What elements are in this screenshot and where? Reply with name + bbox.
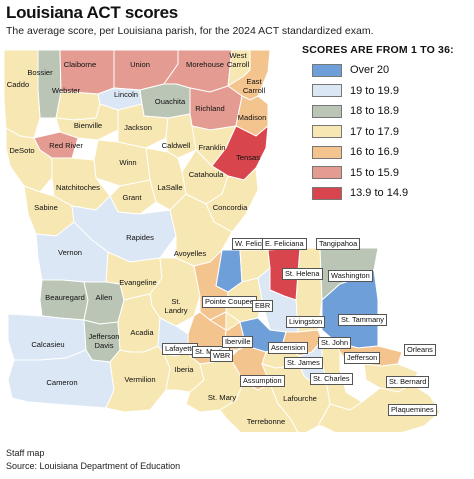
legend-item: 17 to 17.9 <box>312 122 458 143</box>
parish-label: Franklin <box>198 143 225 152</box>
parish-label: Morehouse <box>186 60 224 69</box>
map-subtitle: The average score, per Louisiana parish,… <box>6 25 374 37</box>
parish-label: Claiborne <box>64 60 97 69</box>
parish-shape <box>225 311 241 331</box>
parish-label: Bossier <box>27 68 53 77</box>
parish-label: Lafourche <box>283 394 317 403</box>
parish-callout-label: WBR <box>210 350 234 362</box>
parish-label: Evangeline <box>119 278 157 287</box>
parish-label: Terrebonne <box>247 417 285 426</box>
parish-callout-label: St. John <box>318 337 352 349</box>
parish-label: Caldwell <box>162 141 191 150</box>
parish-callout-label: E. Feliciana <box>262 238 307 250</box>
parish-label: Jefferson Davis <box>88 332 119 350</box>
legend-label: 19 to 19.9 <box>350 84 399 97</box>
parish-callout-label: Pointe Coupee <box>202 296 257 308</box>
legend-item: 13.9 to 14.9 <box>312 183 458 204</box>
parish-callout-label: Ascension <box>268 342 309 354</box>
parish-callout-label: St. Helena <box>282 268 323 280</box>
parish-label: Catahoula <box>189 170 224 179</box>
parish-callout-label: Jefferson <box>344 352 381 364</box>
parish-label: Vernon <box>58 248 82 257</box>
parish-callout-label: St. Bernard <box>386 376 430 388</box>
credit-line: Staff map <box>6 448 45 458</box>
parish-label: St. Mary <box>208 393 236 402</box>
legend-title: SCORES ARE FROM 1 TO 36: <box>302 44 454 56</box>
legend-label: 13.9 to 14.9 <box>350 187 409 200</box>
parish-label: Allen <box>96 293 113 302</box>
parish-label: Grant <box>123 193 143 202</box>
parish-callout-label: Iberville <box>222 336 254 348</box>
parish-label: Rapides <box>126 233 154 242</box>
legend-label: 17 to 17.9 <box>350 125 399 138</box>
legend-item: 16 to 16.9 <box>312 142 458 163</box>
parish-label: West Carroll <box>227 51 250 69</box>
parish-label: Avoyelles <box>174 249 207 258</box>
parish-callout-label: EBR <box>252 300 274 312</box>
parish-label: Bienville <box>74 121 102 130</box>
legend-label: 15 to 15.9 <box>350 166 399 179</box>
parish-label: Winn <box>119 158 136 167</box>
parish-label: Madison <box>238 113 267 122</box>
parish-label: Iberia <box>175 365 195 374</box>
parish-shape <box>83 281 125 325</box>
parish-label: LaSalle <box>157 183 182 192</box>
parish-label: Beauregard <box>45 293 85 302</box>
parish-label: Cameron <box>46 378 77 387</box>
legend-swatch <box>312 84 342 98</box>
parish-callout-label: Livingston <box>286 316 326 328</box>
legend-swatch <box>312 186 342 200</box>
parish-label: Concordia <box>213 203 248 212</box>
legend-label: Over 20 <box>350 64 390 77</box>
legend-label: 18 to 18.9 <box>350 105 399 118</box>
legend-item: 19 to 19.9 <box>312 81 458 102</box>
parish-label: Vermilion <box>124 375 155 384</box>
source-line: Source: Louisiana Department of Educatio… <box>6 461 181 471</box>
parish-label: Union <box>130 60 150 69</box>
legend-swatch <box>312 166 342 180</box>
legend-swatch <box>312 145 342 159</box>
parish-callout-label: Plaquemines <box>388 404 437 416</box>
parish-label: Jackson <box>124 123 152 132</box>
parish-callout-label: St. Tammany <box>338 314 387 326</box>
parish-label: St. Landry <box>164 297 187 315</box>
parish-shape <box>55 91 101 121</box>
parish-label: Webster <box>52 86 81 95</box>
parish-label: Richland <box>195 104 225 113</box>
legend-swatch <box>312 125 342 139</box>
parish-callout-label: St. James <box>284 357 323 369</box>
parish-shape <box>7 313 87 361</box>
parish-label: DeSoto <box>9 146 34 155</box>
parish-shape <box>3 49 41 139</box>
parish-callout-label: Tangipahoa <box>316 238 361 250</box>
parish-label: Sabine <box>34 203 58 212</box>
parish-label: Caddo <box>7 80 29 89</box>
parish-callout-label: St. Charles <box>310 373 353 385</box>
parish-label: Lincoln <box>114 90 138 99</box>
parish-label: Tensas <box>236 153 260 162</box>
legend-label: 16 to 16.9 <box>350 146 399 159</box>
parish-label: Natchitoches <box>56 183 100 192</box>
legend-item: Over 20 <box>312 60 458 81</box>
parish-callout-label: Washington <box>328 270 373 282</box>
map-title: Louisiana ACT scores <box>6 3 178 22</box>
parish-shape <box>317 383 441 432</box>
parish-label: East Carroll <box>243 77 266 95</box>
legend-swatch <box>312 63 342 77</box>
parish-callout-label: Assumption <box>240 375 285 387</box>
parish-label: Red River <box>49 141 83 150</box>
parish-callout-label: Orleans <box>404 344 436 356</box>
legend-swatch <box>312 104 342 118</box>
legend-item: 15 to 15.9 <box>312 163 458 184</box>
legend-item: 18 to 18.9 <box>312 101 458 122</box>
parish-label: Calcasieu <box>31 340 64 349</box>
legend: SCORES ARE FROM 1 TO 36: Over 20 19 to 19… <box>298 42 458 204</box>
parish-label: Acadia <box>130 328 154 337</box>
parish-label: Ouachita <box>155 97 186 106</box>
